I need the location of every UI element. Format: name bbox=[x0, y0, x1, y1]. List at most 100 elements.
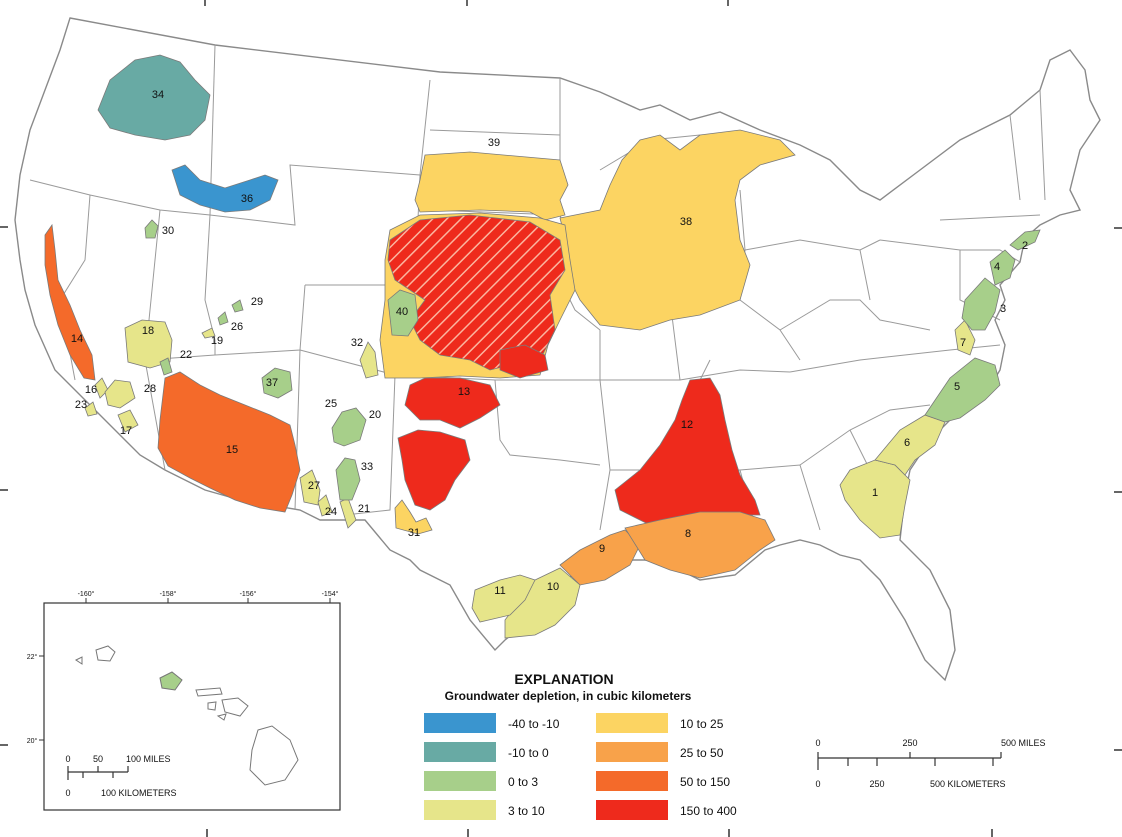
region-26-shape bbox=[217, 311, 229, 326]
legend-items: -40 to -10 -10 to 0 0 to 3 3 to 10 10 to 25 2… bbox=[424, 713, 737, 820]
region-label: 8 bbox=[685, 528, 691, 540]
region-label: 26 bbox=[231, 321, 243, 333]
legend-swatch bbox=[596, 713, 668, 733]
inset-miles-label: 100 MILES bbox=[126, 754, 171, 764]
region-label: 28 bbox=[144, 383, 156, 395]
region-label: 17 bbox=[120, 425, 132, 437]
legend-swatch bbox=[424, 713, 496, 733]
legend-swatch bbox=[596, 800, 668, 820]
region-14-shape bbox=[44, 223, 96, 381]
legend-label: -40 to -10 bbox=[508, 717, 560, 731]
region-25-shape bbox=[331, 407, 367, 447]
region-15-shape bbox=[157, 371, 301, 513]
region-label: 23 bbox=[75, 399, 87, 411]
region-19-shape bbox=[201, 327, 216, 339]
scale-km-label: 250 bbox=[869, 779, 884, 789]
region-31-shape bbox=[394, 499, 433, 535]
inset-miles-label: 50 bbox=[93, 754, 103, 764]
legend-label: 50 to 150 bbox=[680, 775, 730, 789]
inset-lon-label: -156° bbox=[240, 590, 257, 598]
region-label: 22 bbox=[180, 349, 192, 361]
region-label: 32 bbox=[351, 337, 363, 349]
region-label: 30 bbox=[162, 225, 174, 237]
region-label: 40 bbox=[396, 306, 408, 318]
aquifer-regions bbox=[44, 54, 1041, 639]
region-label: 2 bbox=[1022, 240, 1028, 252]
region-23-shape bbox=[84, 401, 98, 417]
region-label: 19 bbox=[211, 335, 223, 347]
inset-km-label: 0 bbox=[65, 788, 70, 798]
legend-label: 150 to 400 bbox=[680, 804, 737, 818]
scale-km-label: 500 KILOMETERS bbox=[930, 779, 1006, 789]
region-11-shape bbox=[471, 574, 536, 623]
region-label: 38 bbox=[680, 216, 692, 228]
region-36-shape bbox=[171, 164, 279, 213]
scale-km-label: 0 bbox=[815, 779, 820, 789]
region-label: 4 bbox=[994, 261, 1000, 273]
legend-label: 10 to 25 bbox=[680, 717, 724, 731]
region-label: 12 bbox=[681, 419, 693, 431]
scale-miles-label: 250 bbox=[902, 738, 917, 748]
island-kauai bbox=[95, 645, 116, 662]
region-label: 3 bbox=[1000, 303, 1006, 315]
inset-miles-label: 0 bbox=[65, 754, 70, 764]
region-label: 31 bbox=[408, 527, 420, 539]
island-hawaii bbox=[249, 725, 299, 786]
region-8-shape bbox=[624, 511, 776, 579]
inset-lon-label: -158° bbox=[160, 590, 177, 598]
region-label: 21 bbox=[358, 503, 370, 515]
legend-swatch bbox=[424, 771, 496, 791]
region-34-shape bbox=[97, 54, 211, 141]
scale-miles-label: 500 MILES bbox=[1001, 738, 1046, 748]
region-label: 25 bbox=[325, 398, 337, 410]
region-high-plains-red-se bbox=[499, 344, 549, 379]
region-39-shape bbox=[414, 151, 569, 221]
legend-subtitle: Groundwater depletion, in cubic kilomete… bbox=[445, 689, 692, 703]
scale-bar: 0 250 500 MILES 0 250 500 KILOMETERS bbox=[815, 738, 1045, 789]
region-label: 29 bbox=[251, 296, 263, 308]
region-2-shape bbox=[1009, 229, 1041, 251]
legend-swatch bbox=[596, 771, 668, 791]
inset-lat-label: 20° bbox=[27, 737, 38, 745]
region-label: 6 bbox=[904, 437, 910, 449]
inset-km-label: 100 KILOMETERS bbox=[101, 788, 177, 798]
legend-title: EXPLANATION bbox=[514, 671, 613, 687]
region-label: 20 bbox=[369, 409, 381, 421]
region-13-shape bbox=[404, 377, 501, 429]
hawaii-inset: -160° -158° -156° -154° 22° 20° 0 50 100… bbox=[27, 590, 341, 811]
legend-label: 0 to 3 bbox=[508, 775, 538, 789]
region-4-shape bbox=[989, 249, 1016, 286]
region-22-shape bbox=[159, 357, 173, 376]
region-3-shape bbox=[961, 277, 1001, 331]
region-label: 1 bbox=[872, 487, 878, 499]
region-label: 36 bbox=[241, 193, 253, 205]
island-molokai bbox=[195, 687, 223, 697]
region-32-shape bbox=[359, 341, 379, 379]
legend-swatch bbox=[596, 742, 668, 762]
region-label: 27 bbox=[308, 480, 320, 492]
region-label: 37 bbox=[266, 377, 278, 389]
region-37-shape bbox=[261, 367, 293, 399]
region-label: 9 bbox=[599, 543, 605, 555]
region-label: 15 bbox=[226, 444, 238, 456]
region-label: 11 bbox=[494, 585, 505, 597]
region-5-shape bbox=[924, 357, 1001, 423]
legend-label: 3 to 10 bbox=[508, 804, 545, 818]
region-label: 16 bbox=[85, 384, 97, 396]
region-label: 13 bbox=[458, 386, 470, 398]
legend-label: 25 to 50 bbox=[680, 746, 724, 760]
region-labels: 1 2 3 4 5 6 7 8 9 10 11 12 13 14 15 16 1… bbox=[71, 89, 1028, 702]
region-33-shape bbox=[335, 457, 361, 501]
region-30-shape bbox=[144, 219, 159, 239]
region-28-shape bbox=[104, 379, 136, 409]
region-27-shape bbox=[299, 469, 321, 506]
island-kahoolawe bbox=[216, 713, 227, 721]
island-lanai bbox=[207, 701, 217, 711]
inset-lon-label: -160° bbox=[78, 590, 95, 598]
region-label: 18 bbox=[142, 325, 154, 337]
region-13b-shape bbox=[397, 429, 471, 511]
legend-swatch bbox=[424, 800, 496, 820]
scale-miles-label: 0 bbox=[815, 738, 820, 748]
region-6-shape bbox=[874, 414, 946, 476]
